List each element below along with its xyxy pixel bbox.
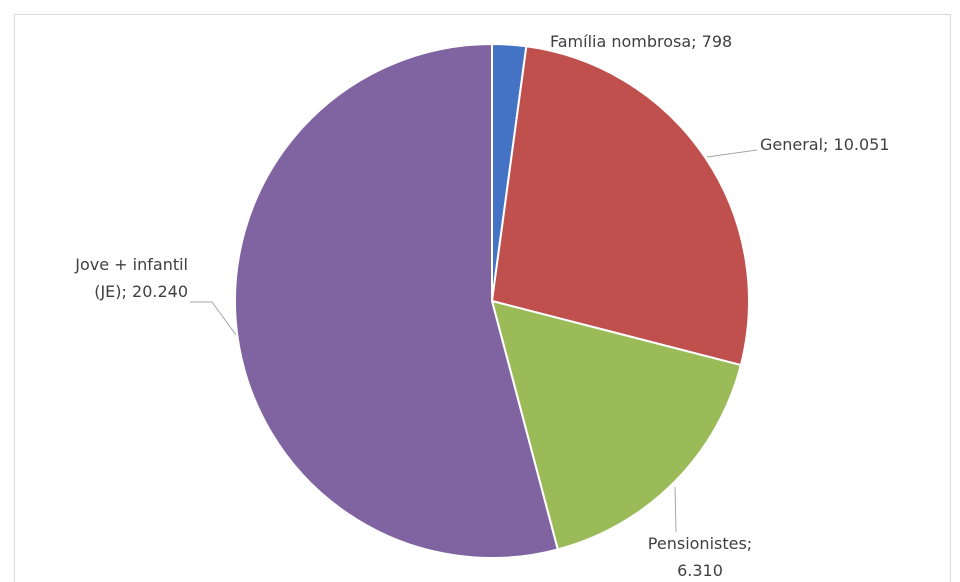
data-label-line: General; 10.051	[760, 135, 890, 154]
pie-slice	[490, 299, 743, 551]
data-label: Família nombrosa; 798	[550, 32, 732, 51]
leader-line	[674, 486, 677, 533]
data-label: General; 10.051	[760, 135, 890, 154]
data-label-line: Família nombrosa; 798	[550, 32, 732, 51]
data-label: Jove + infantil (JE); 20.240	[74, 255, 188, 301]
leader-line	[190, 301, 237, 336]
leader-line	[706, 149, 758, 158]
data-label: Pensionistes; 6.310	[648, 534, 752, 580]
data-label-line: (JE); 20.240	[94, 282, 188, 301]
data-label-line: Pensionistes;	[648, 534, 752, 553]
pie-slice	[234, 42, 559, 559]
pie-slice	[490, 45, 750, 367]
data-label-line: Jove + infantil	[74, 255, 188, 274]
data-label-line: 6.310	[677, 561, 723, 580]
